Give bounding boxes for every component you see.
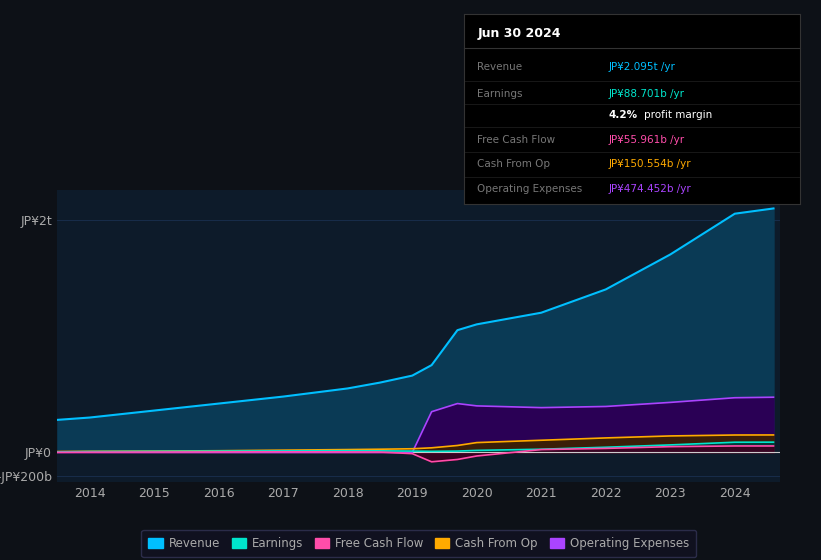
Text: Revenue: Revenue [477,62,522,72]
Text: profit margin: profit margin [644,110,712,120]
Text: JP¥2.095t /yr: JP¥2.095t /yr [608,62,676,72]
Text: Free Cash Flow: Free Cash Flow [477,134,556,144]
Text: JP¥150.554b /yr: JP¥150.554b /yr [608,160,691,170]
Text: JP¥55.961b /yr: JP¥55.961b /yr [608,134,685,144]
Text: Jun 30 2024: Jun 30 2024 [477,27,561,40]
Text: Operating Expenses: Operating Expenses [477,184,583,194]
Text: JP¥88.701b /yr: JP¥88.701b /yr [608,89,685,99]
Text: 4.2%: 4.2% [608,110,638,120]
Text: JP¥474.452b /yr: JP¥474.452b /yr [608,184,691,194]
Text: Cash From Op: Cash From Op [477,160,550,170]
Legend: Revenue, Earnings, Free Cash Flow, Cash From Op, Operating Expenses: Revenue, Earnings, Free Cash Flow, Cash … [141,530,696,557]
Text: Earnings: Earnings [477,89,523,99]
